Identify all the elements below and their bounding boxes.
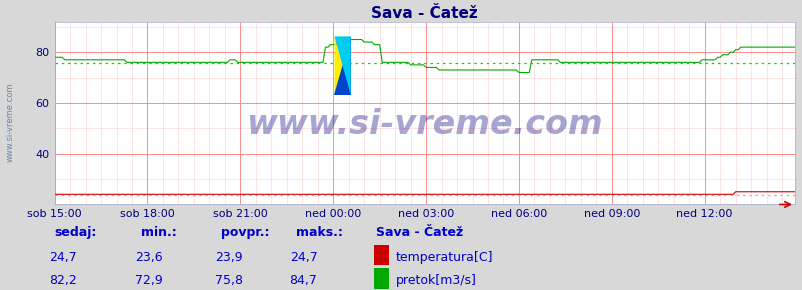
Text: 72,9: 72,9	[135, 274, 162, 287]
Text: www.si-vreme.com: www.si-vreme.com	[246, 108, 602, 141]
Text: www.si-vreme.com: www.si-vreme.com	[6, 82, 15, 162]
Title: Sava - Čatež: Sava - Čatež	[371, 6, 477, 21]
Text: 24,7: 24,7	[290, 251, 317, 264]
Polygon shape	[334, 36, 350, 95]
Text: min.:: min.:	[140, 226, 176, 239]
Text: povpr.:: povpr.:	[221, 226, 269, 239]
Text: sedaj:: sedaj:	[55, 226, 97, 239]
Text: maks.:: maks.:	[295, 226, 342, 239]
Text: 24,7: 24,7	[49, 251, 76, 264]
Text: temperatura[C]: temperatura[C]	[395, 251, 492, 264]
Text: pretok[m3/s]: pretok[m3/s]	[395, 274, 476, 287]
Polygon shape	[334, 36, 350, 95]
Text: 23,9: 23,9	[215, 251, 242, 264]
Polygon shape	[334, 36, 350, 95]
Text: 75,8: 75,8	[215, 274, 242, 287]
Text: 84,7: 84,7	[290, 274, 317, 287]
Text: 82,2: 82,2	[49, 274, 76, 287]
Text: Sava - Čatež: Sava - Čatež	[375, 226, 463, 239]
Text: 23,6: 23,6	[135, 251, 162, 264]
